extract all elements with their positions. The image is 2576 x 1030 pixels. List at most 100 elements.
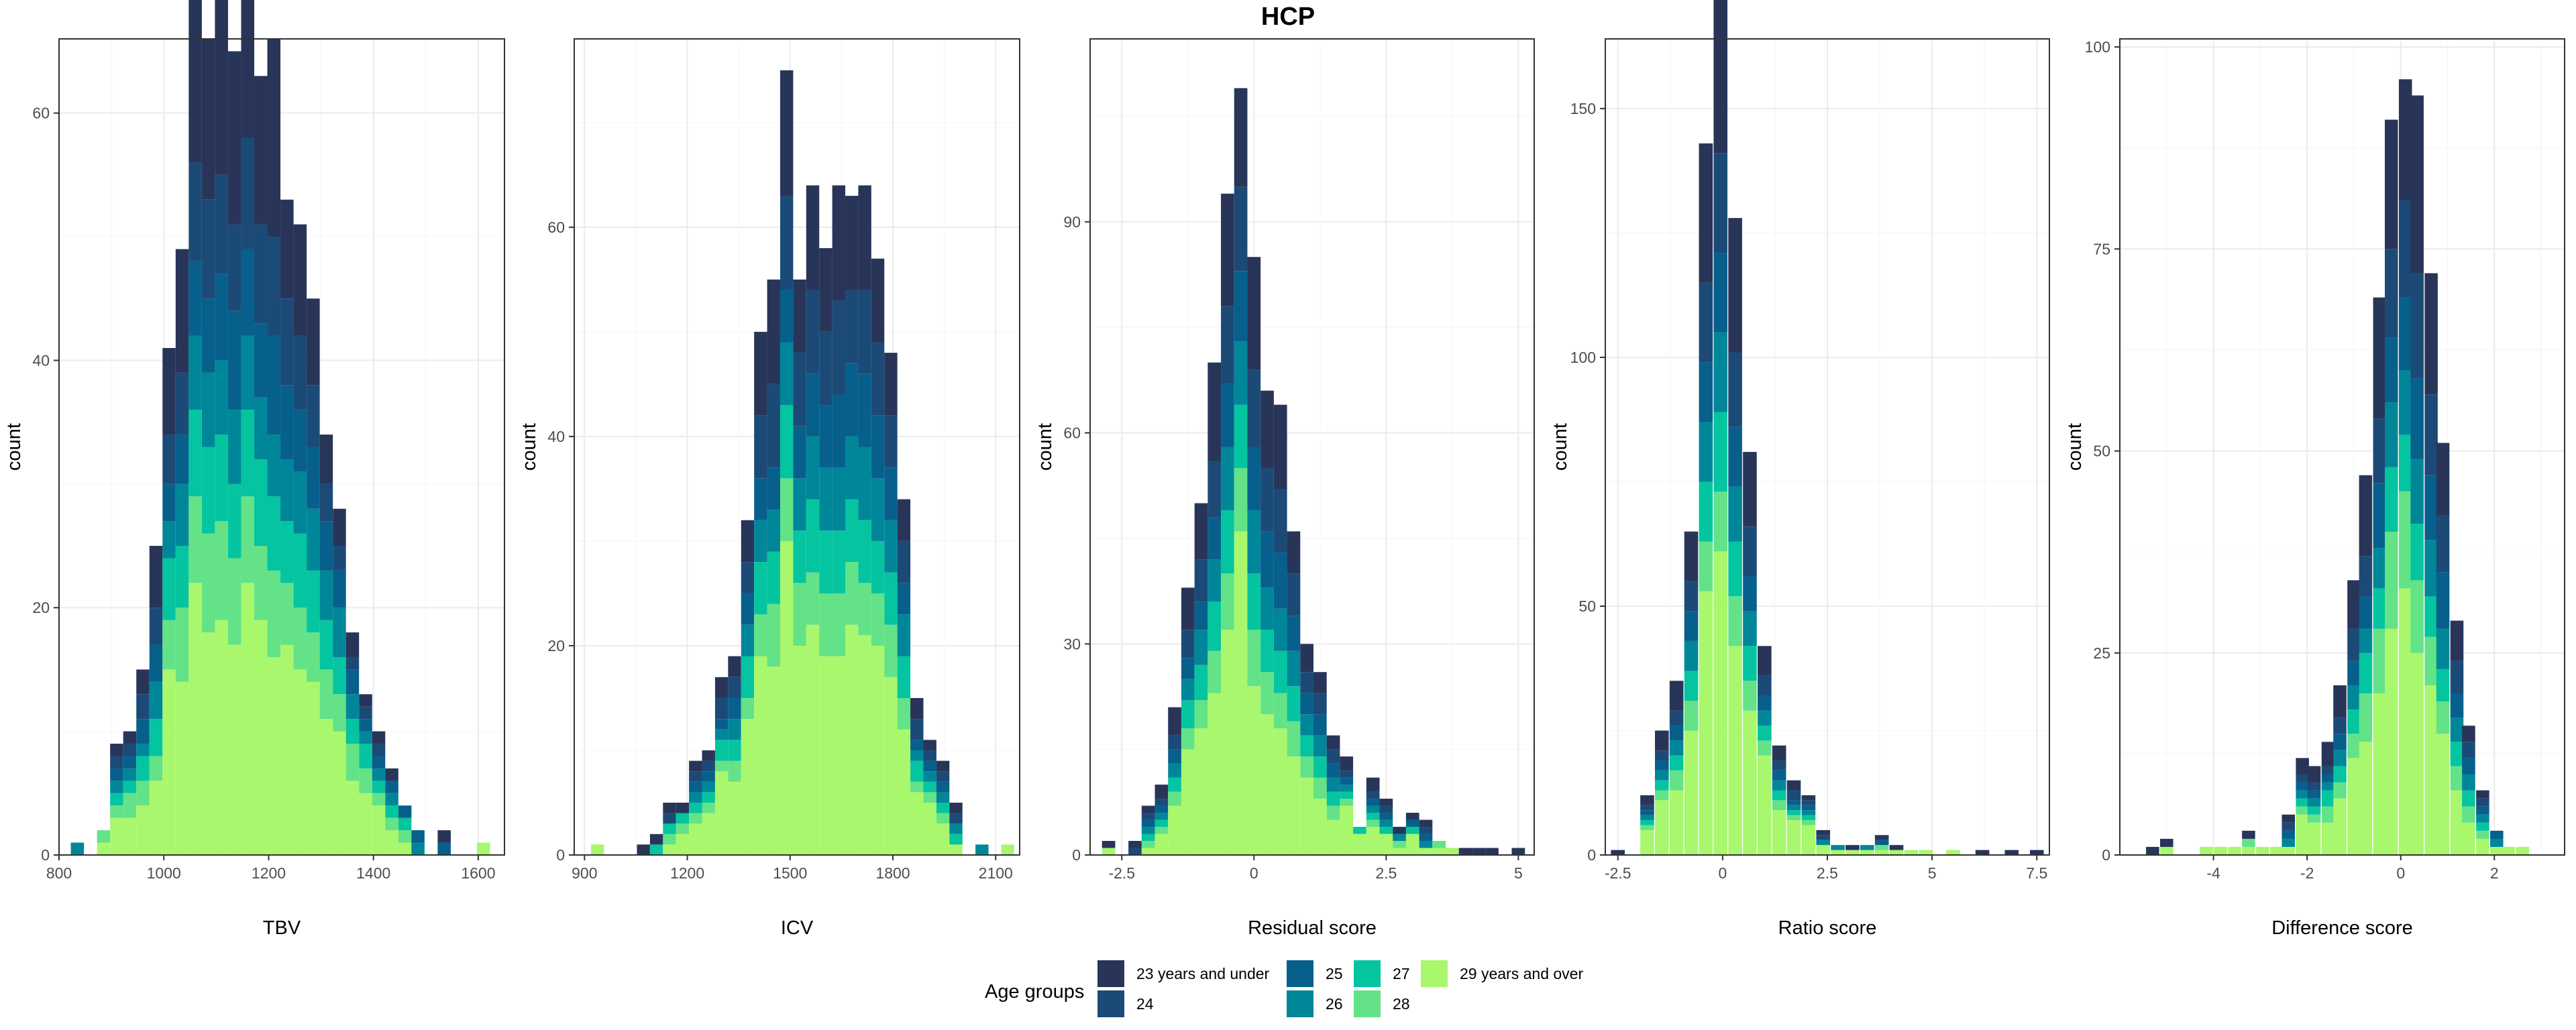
histogram-bar-segment [345, 656, 360, 670]
histogram-bar-segment [1393, 827, 1406, 834]
histogram-bar-segment [2436, 443, 2450, 516]
histogram-bar-segment [201, 199, 215, 299]
histogram-bar-segment [162, 521, 176, 559]
histogram-bar-segment [2476, 838, 2489, 855]
y-tick-label: 0 [41, 846, 50, 864]
histogram-bar-segment [1772, 745, 1786, 761]
histogram-bar-segment [649, 834, 663, 845]
histogram-bar-segment [1640, 829, 1654, 855]
histogram-bar-segment [1432, 848, 1446, 855]
histogram-bar-segment [1366, 777, 1380, 792]
histogram-bar-segment [2333, 750, 2347, 766]
x-tick-label: -4 [2206, 864, 2220, 882]
histogram-bar-segment [1379, 799, 1393, 806]
legend-label: 29 years and over [1460, 965, 1583, 982]
histogram-bar-segment [1128, 848, 1142, 855]
histogram-bar-segment [2436, 669, 2450, 702]
histogram-bar-segment [2450, 661, 2464, 694]
histogram-bar-segment [767, 467, 780, 510]
histogram-bar-segment [663, 813, 676, 824]
histogram-bar-segment [1485, 848, 1499, 855]
histogram-bar-segment [175, 483, 189, 547]
histogram-bar-segment [110, 756, 123, 768]
histogram-bar-segment [1831, 845, 1845, 850]
x-tick-label: 1400 [356, 864, 390, 882]
histogram-bar-segment [1684, 581, 1699, 612]
histogram-bar-segment [1141, 834, 1155, 842]
histogram-bar-segment [1273, 404, 1287, 490]
histogram-bar-segment [1405, 819, 1419, 827]
histogram-bar-segment [1260, 672, 1274, 715]
histogram-bar-segment [254, 224, 268, 324]
histogram-bar-segment [136, 756, 150, 781]
histogram-bar-segment [923, 792, 936, 803]
histogram-bar-segment [1234, 467, 1248, 532]
histogram-bar-segment [1458, 848, 1472, 855]
histogram-bar-segment [385, 817, 398, 831]
histogram-bar-segment [1393, 834, 1406, 842]
histogram-bar-segment [1208, 650, 1222, 693]
histogram-bar-segment [1287, 573, 1301, 616]
histogram-bar-segment [2516, 846, 2529, 855]
histogram-bar-segment [845, 290, 859, 363]
histogram-bar-segment [676, 813, 690, 824]
histogram-bar-segment [1640, 825, 1654, 830]
histogram-bar-segment [1366, 827, 1380, 855]
histogram-bar-segment [1194, 700, 1208, 729]
histogram-bar-segment [741, 719, 755, 855]
histogram-bar-segment [1801, 805, 1816, 811]
histogram-bar-segment [1786, 810, 1801, 815]
histogram-bar-segment [845, 499, 859, 563]
y-tick-label: 20 [547, 637, 565, 654]
y-tick-label: 90 [1063, 213, 1081, 231]
histogram-bar-segment [1168, 707, 1181, 736]
panel-tbv: 0 20 40 60 800 1000 1200 1400 1600 TBV count [3, 0, 505, 939]
histogram-bar-segment [1340, 805, 1354, 855]
histogram-bar-segment [372, 781, 386, 793]
histogram-bar-segment [2436, 515, 2450, 573]
histogram-bar-segment [1786, 820, 1801, 855]
histogram-bar-segment [162, 435, 176, 484]
histogram-bar-segment [1419, 827, 1433, 834]
histogram-bar-segment [1699, 481, 1713, 542]
histogram-bar-segment [858, 447, 871, 520]
histogram-bar-segment [97, 830, 111, 843]
histogram-bar-segment [689, 760, 702, 772]
panel-border [574, 38, 1020, 856]
histogram-bar-segment [1208, 559, 1222, 602]
histogram-bar-segment [1300, 672, 1313, 693]
histogram-bar-segment [910, 697, 924, 720]
histogram-bar-segment [1816, 829, 1831, 836]
x-tick-label: -2.5 [1108, 864, 1135, 882]
histogram-bar-segment [1234, 271, 1248, 342]
histogram-bar-segment [2410, 95, 2424, 274]
histogram-bar-segment [345, 669, 360, 695]
histogram-bar-segment [2424, 273, 2438, 395]
histogram-bar-segment [1919, 850, 1933, 855]
histogram-bar-segment [2307, 814, 2321, 823]
histogram-bar-segment [871, 258, 885, 343]
histogram-bar-segment [1379, 819, 1393, 827]
histogram-bar-segment [2359, 556, 2373, 597]
histogram-bar-segment [267, 570, 281, 657]
histogram-bar-segment [1141, 827, 1155, 834]
histogram-bar-segment [845, 562, 859, 625]
histogram-bar-segment [2296, 806, 2309, 815]
histogram-bar-segment [2424, 394, 2438, 475]
histogram-bar-segment [254, 620, 268, 855]
histogram-bar-segment [819, 530, 833, 593]
histogram-bar-segment [767, 510, 780, 552]
histogram-bar-segment [806, 374, 820, 437]
histogram-bar-segment [110, 744, 123, 756]
histogram-bar-segment [1772, 810, 1786, 855]
histogram-bar-segment [1728, 541, 1742, 597]
histogram-bar-segment [280, 459, 294, 522]
histogram-bar-segment [1340, 799, 1354, 806]
histogram-bar-segment [1194, 503, 1208, 560]
histogram-bar-segment [1234, 404, 1248, 468]
histogram-bar-segment [2462, 758, 2475, 775]
histogram-bar-segment [2228, 846, 2241, 855]
histogram-bar-segment [1379, 834, 1393, 855]
y-tick-label: 20 [32, 599, 50, 616]
histogram-bar-segment [319, 570, 333, 620]
